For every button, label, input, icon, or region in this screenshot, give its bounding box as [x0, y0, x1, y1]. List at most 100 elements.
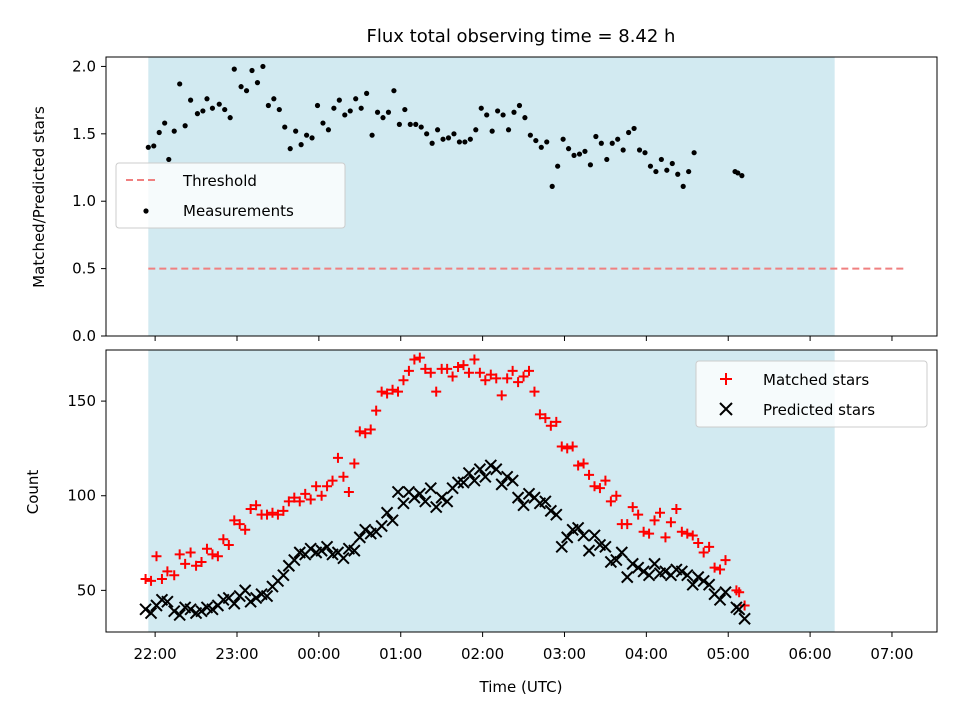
matched-star-point — [474, 367, 485, 378]
predicted-star-point — [506, 474, 519, 487]
predicted-star-point — [659, 565, 672, 578]
matched-star-point — [633, 509, 644, 520]
matched-star-point — [191, 560, 202, 571]
predicted-star-point — [675, 565, 689, 578]
measurement-point — [555, 163, 561, 169]
predicted-star-point — [522, 487, 536, 501]
predicted-star-point — [550, 508, 563, 521]
matched-star-point — [371, 405, 382, 416]
matched-star-point — [496, 390, 507, 401]
matched-star-point — [229, 515, 240, 526]
matched-star-point — [212, 551, 223, 562]
measurement-point — [604, 156, 610, 163]
matched-star-point — [322, 481, 333, 492]
predicted-star-point — [391, 485, 405, 499]
measurement-point — [587, 162, 594, 168]
measurement-point — [413, 121, 419, 127]
matched-star-point — [698, 547, 709, 558]
measurement-point — [276, 106, 282, 113]
predicted-star-point — [348, 544, 361, 557]
x-tick-label: 05:00 — [707, 645, 750, 663]
predicted-star-point — [648, 557, 661, 571]
measurement-point — [473, 127, 479, 133]
measurement-point — [162, 120, 168, 126]
predicted-star-point — [244, 595, 257, 608]
predicted-star-point — [397, 497, 410, 510]
predicted-star-point — [161, 595, 174, 608]
matched-star-point — [376, 386, 387, 397]
matched-star-point — [578, 458, 589, 469]
measurement-point — [249, 67, 255, 74]
measurement-point — [369, 132, 375, 138]
x-tick-label: 00:00 — [297, 645, 340, 663]
top-panel: 0.00.51.01.52.0 Matched/Predicted stars … — [30, 56, 938, 345]
matched-star-point — [627, 502, 638, 513]
predicted-star-point — [320, 540, 334, 554]
matched-star-point — [540, 413, 551, 424]
matched-star-point — [556, 441, 567, 452]
predicted-star-point — [288, 553, 301, 567]
predicted-star-point — [539, 495, 552, 508]
matched-star-point — [332, 452, 343, 463]
predicted-star-point — [375, 519, 388, 533]
matched-star-point — [398, 375, 409, 386]
measurement-point — [265, 102, 271, 109]
measurement-point — [642, 150, 648, 156]
x-tick-label: 06:00 — [788, 645, 831, 663]
predicted-star-point — [484, 459, 498, 472]
predicted-star-point — [315, 544, 328, 557]
measurement-point — [609, 140, 615, 146]
measurement-point — [680, 183, 686, 189]
measurement-point — [222, 106, 228, 113]
measurement-point — [511, 109, 517, 115]
predicted-star-point — [195, 604, 208, 618]
matched-star-point — [704, 541, 715, 552]
matched-star-point — [447, 371, 458, 382]
matched-star-point — [622, 519, 633, 530]
measurement-point — [254, 80, 261, 86]
predicted-star-point — [642, 569, 656, 582]
predicted-star-point — [359, 523, 372, 537]
matched-star-point — [360, 428, 371, 439]
matched-star-point — [185, 547, 196, 558]
matched-star-point — [453, 362, 464, 373]
matched-star-point — [611, 490, 622, 501]
matched-star-point — [567, 441, 578, 452]
measurement-point — [364, 90, 370, 96]
matched-star-point — [507, 365, 518, 376]
predicted-star-point — [462, 466, 476, 480]
matched-star-point — [169, 570, 180, 581]
matched-star-point — [502, 373, 513, 384]
predicted-star-point — [260, 589, 274, 603]
measurement-point — [145, 144, 151, 150]
x-tick-label: 03:00 — [543, 645, 586, 663]
measurement-point — [691, 150, 697, 156]
matched-star-point — [305, 494, 316, 505]
measurement-point — [495, 108, 501, 114]
matched-star-point — [676, 526, 687, 537]
top-y-axis-label: Matched/Predicted stars — [30, 106, 48, 288]
bottom-axes-frame — [105, 349, 938, 633]
matched-star-point — [518, 371, 529, 382]
measurement-point — [636, 147, 643, 153]
matched-star-point — [245, 503, 256, 514]
matched-star-point — [201, 543, 212, 554]
predicted-star-point — [495, 478, 508, 491]
predicted-star-point — [457, 476, 470, 489]
predicted-star-point — [599, 540, 612, 554]
measurement-point — [615, 136, 621, 142]
top-legend: Threshold Measurements — [115, 162, 346, 229]
matched-star-point — [480, 375, 491, 386]
predicted-star-point — [430, 500, 443, 514]
measurement-point — [402, 106, 408, 113]
measurement-point — [675, 171, 681, 177]
predicted-star-point — [386, 514, 399, 527]
top-y-tick-label: 2.0 — [72, 57, 96, 75]
matched-star-point — [289, 492, 300, 503]
x-tick-label: 02:00 — [461, 645, 504, 663]
predicted-star-point — [173, 608, 186, 622]
predicted-star-point — [479, 470, 492, 484]
matched-star-point — [311, 481, 322, 492]
matched-star-point — [529, 386, 540, 397]
matched-star-point — [734, 587, 745, 598]
